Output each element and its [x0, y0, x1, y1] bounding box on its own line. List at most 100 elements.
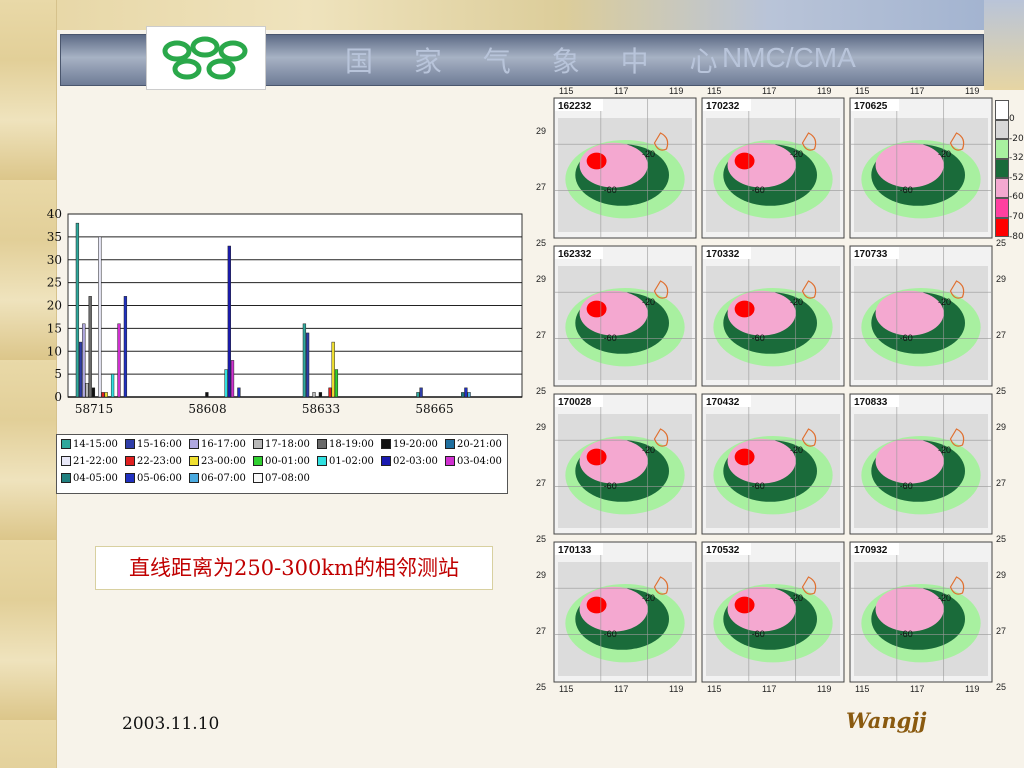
lat-label: 29	[996, 274, 1006, 284]
bar	[331, 341, 335, 398]
lon-label: 119	[817, 684, 831, 694]
panel-label-bg	[555, 543, 603, 555]
legend-swatch	[125, 438, 135, 449]
cloud-core-red	[734, 152, 755, 170]
cloud-core-red	[586, 152, 607, 170]
contour-label: -20	[790, 593, 803, 603]
legend-item: 17-18:00	[253, 438, 310, 452]
legend-label: 21-22:00	[73, 456, 118, 467]
legend-swatch	[61, 438, 71, 449]
legend-label: 18-19:00	[329, 439, 374, 450]
legend-label: 07-08:00	[265, 473, 310, 484]
panel-label-bg	[851, 247, 899, 259]
map-panel: -20 -60 170532	[701, 541, 845, 683]
bar	[461, 392, 465, 398]
bar	[85, 383, 89, 398]
legend-label: 04-05:00	[73, 473, 118, 484]
legend-label: 16-17:00	[201, 439, 246, 450]
lon-label: 115	[559, 86, 573, 96]
contour-label: -20	[642, 445, 655, 455]
legend-swatch	[445, 438, 455, 449]
legend-item: 04-05:00	[61, 472, 118, 486]
bar	[230, 360, 235, 398]
lon-label: 119	[965, 684, 979, 694]
map-panel: -20 -60 170133 29 27 25	[536, 541, 697, 692]
chart-legend: 14-15:00 15-16:00 16-17:00 17-18:00 18-19:00…	[56, 434, 508, 494]
bar	[318, 392, 323, 398]
colorbar-cell	[995, 100, 1009, 120]
bar-chart: 0 5 10 15 20 25 30 35 40 58715 58608 58633 58665	[0, 200, 530, 420]
legend-swatch	[381, 438, 391, 449]
legend-swatch	[61, 455, 71, 466]
contour-line	[801, 576, 817, 595]
decorative-left-border	[0, 0, 57, 768]
lat-label: 29	[996, 570, 1006, 580]
cma-logo	[146, 26, 266, 90]
legend-label: 01-02:00	[329, 456, 374, 467]
cloud-core-red	[734, 596, 755, 614]
bar	[328, 387, 332, 398]
lat-label: 25	[536, 682, 546, 692]
header-title-en: NMC/CMA	[722, 42, 856, 73]
legend-swatch	[125, 455, 135, 466]
contour-line	[949, 576, 965, 595]
legend-item: 16-17:00	[189, 438, 246, 452]
lon-label: 119	[669, 684, 683, 694]
contour-label: -60	[900, 481, 913, 491]
colorbar-label: 0	[1009, 114, 1015, 124]
cloud-logo-icon	[162, 36, 248, 80]
header-title-cn: 国 家 气 象 中 心	[345, 45, 734, 78]
contour-line	[801, 428, 817, 447]
panel-label-bg	[555, 99, 603, 111]
legend-swatch	[125, 472, 135, 483]
colorbar	[995, 100, 1009, 242]
bar	[334, 369, 339, 398]
bar	[75, 222, 80, 398]
panel-label-bg	[851, 543, 899, 555]
bar	[224, 369, 228, 398]
panel-label-bg	[851, 99, 899, 111]
caption-text: 直线距离为250-300km的相邻测站	[95, 546, 493, 590]
colorbar-cell	[995, 119, 1009, 140]
lat-label: 25	[996, 534, 1006, 544]
lat-label: 27	[536, 182, 546, 192]
bar	[82, 323, 86, 398]
author-signature: Wangjj	[846, 708, 927, 733]
panel-label-bg	[555, 247, 603, 259]
contour-label: -60	[604, 333, 617, 343]
y-tick-label: 15	[47, 321, 62, 335]
map-panel: -20 -60 170833 29 27 25	[849, 393, 1006, 544]
y-tick-label: 35	[47, 230, 62, 244]
lon-label: 115	[707, 86, 721, 96]
bar	[78, 341, 83, 398]
contour-label: -60	[900, 629, 913, 639]
legend-item: 06-07:00	[189, 472, 246, 486]
legend-label: 15-16:00	[137, 439, 182, 450]
legend-swatch	[445, 455, 455, 466]
contour-label: -20	[938, 593, 951, 603]
legend-swatch	[189, 455, 199, 466]
lat-label: 29	[536, 422, 546, 432]
contour-label: -60	[752, 185, 765, 195]
map-panel: -20 -60 162332 29 27 25	[536, 245, 697, 396]
panel-id-label: 170133	[558, 545, 592, 556]
lat-label: 25	[536, 534, 546, 544]
panel-id-label: 162232	[558, 101, 592, 112]
panel-id-label: 162332	[558, 249, 592, 260]
contour-label: -20	[790, 297, 803, 307]
panel-id-label: 170232	[706, 101, 740, 112]
panel-id-label: 170833	[854, 397, 888, 408]
contour-label: -20	[790, 445, 803, 455]
cloud-region-pink	[875, 290, 944, 336]
contour-line	[653, 280, 669, 299]
colorbar-label: -70	[1009, 212, 1024, 222]
legend-label: 14-15:00	[73, 439, 118, 450]
bar	[123, 296, 128, 398]
legend-item: 15-16:00	[125, 438, 182, 452]
x-tick-label: 58633	[302, 402, 340, 416]
contour-label: -20	[642, 593, 655, 603]
map-panel: -20-60170625292725	[849, 97, 1006, 248]
lat-label: 27	[996, 330, 1006, 340]
bar	[312, 392, 316, 398]
x-tick-label: 58665	[415, 402, 453, 416]
